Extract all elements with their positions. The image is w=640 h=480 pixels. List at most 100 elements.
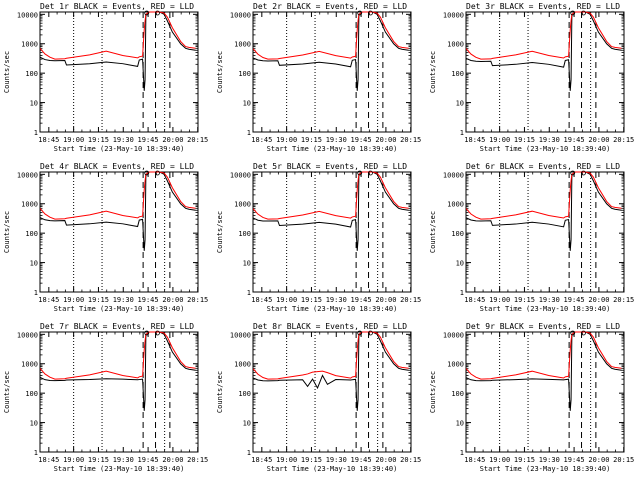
y-tick-label: 100 xyxy=(25,70,38,78)
x-tick-label: 19:15 xyxy=(301,296,322,304)
x-axis-label: Start Time (23-May-10 18:39:40) xyxy=(267,465,398,473)
x-tick-label: 20:15 xyxy=(613,136,634,144)
y-tick-label: 10 xyxy=(456,260,464,268)
x-tick-label: 20:15 xyxy=(187,136,208,144)
saturation-marker xyxy=(570,170,576,176)
y-tick-label: 10000 xyxy=(230,11,251,19)
detector-2r-chart: Det 2r BLACK = Events, RED = LLD 1 10 100 10… xyxy=(216,2,421,153)
x-tick-label: 19:00 xyxy=(276,296,297,304)
y-tick-label: 10 xyxy=(30,100,38,108)
y-tick-label: 1000 xyxy=(21,201,38,209)
plot-frame xyxy=(39,11,199,133)
series-events-line xyxy=(253,171,409,251)
series-events-line xyxy=(253,11,409,91)
y-tick-label: 100 xyxy=(25,230,38,238)
x-tick-label: 20:15 xyxy=(400,136,421,144)
detector-5r-chart: Det 5r BLACK = Events, RED = LLD 1 10 100 10… xyxy=(216,162,421,313)
plot-frame xyxy=(465,331,625,453)
x-tick-label: 19:30 xyxy=(113,136,134,144)
y-axis-label: Counts/sec xyxy=(3,51,11,93)
x-tick-label: 19:45 xyxy=(138,456,159,464)
x-tick-label: 19:30 xyxy=(539,456,560,464)
y-axis-label: Counts/sec xyxy=(216,371,224,413)
y-tick-label: 10000 xyxy=(230,331,251,339)
x-tick-label: 20:15 xyxy=(400,456,421,464)
x-tick-label: 19:45 xyxy=(138,136,159,144)
x-tick-label: 19:45 xyxy=(564,296,585,304)
detector-6r-chart: Det 6r BLACK = Events, RED = LLD 1 10 100 10… xyxy=(429,162,634,313)
y-tick-label: 1000 xyxy=(234,201,251,209)
x-tick-label: 19:00 xyxy=(276,456,297,464)
saturation-marker xyxy=(581,170,586,176)
x-tick-label: 18:45 xyxy=(38,296,59,304)
chart-title: Det 8r BLACK = Events, RED = LLD xyxy=(253,322,407,331)
chart-title: Det 4r BLACK = Events, RED = LLD xyxy=(40,162,194,171)
x-tick-label: 20:15 xyxy=(613,296,634,304)
series-events-line xyxy=(40,171,196,251)
x-tick-label: 19:45 xyxy=(564,136,585,144)
x-tick-label: 19:30 xyxy=(326,296,347,304)
chart-title: Det 1r BLACK = Events, RED = LLD xyxy=(40,2,194,11)
y-tick-label: 1 xyxy=(34,289,38,297)
saturation-marker xyxy=(368,170,373,176)
x-tick-label: 20:00 xyxy=(162,136,183,144)
saturation-marker xyxy=(144,330,150,336)
x-tick-label: 18:45 xyxy=(251,456,272,464)
y-tick-label: 1 xyxy=(460,449,464,457)
y-tick-label: 10000 xyxy=(17,171,38,179)
x-tick-label: 20:15 xyxy=(400,296,421,304)
x-tick-label: 19:45 xyxy=(564,456,585,464)
series-lld-line xyxy=(253,171,409,220)
series-events-line xyxy=(253,331,409,411)
series-events-line xyxy=(40,11,196,91)
y-tick-label: 1 xyxy=(247,449,251,457)
chart-title: Det 5r BLACK = Events, RED = LLD xyxy=(253,162,407,171)
y-tick-label: 10 xyxy=(30,420,38,428)
x-tick-label: 19:00 xyxy=(489,456,510,464)
y-axis-label: Counts/sec xyxy=(216,51,224,93)
plot-frame xyxy=(465,171,625,293)
series-lld-line xyxy=(466,331,622,380)
x-tick-label: 19:30 xyxy=(113,296,134,304)
detector-7r-chart: Det 7r BLACK = Events, RED = LLD 1 10 100 10… xyxy=(3,322,208,473)
y-tick-label: 1000 xyxy=(234,361,251,369)
plot-frame xyxy=(39,331,199,453)
chart-title: Det 2r BLACK = Events, RED = LLD xyxy=(253,2,407,11)
saturation-marker xyxy=(581,10,586,16)
x-tick-label: 20:15 xyxy=(187,296,208,304)
saturation-marker xyxy=(368,330,373,336)
y-tick-label: 10 xyxy=(30,260,38,268)
y-tick-label: 10000 xyxy=(443,11,464,19)
series-lld-line xyxy=(253,331,409,380)
x-tick-label: 19:15 xyxy=(301,456,322,464)
x-tick-label: 19:45 xyxy=(351,136,372,144)
y-tick-label: 1000 xyxy=(447,201,464,209)
y-tick-label: 10 xyxy=(456,100,464,108)
x-axis-label: Start Time (23-May-10 18:39:40) xyxy=(267,145,398,153)
x-tick-label: 19:00 xyxy=(489,136,510,144)
y-tick-label: 10 xyxy=(243,100,251,108)
series-events-line xyxy=(466,11,622,91)
detector-9r-chart: Det 9r BLACK = Events, RED = LLD 1 10 100 10… xyxy=(429,322,634,473)
plot-frame xyxy=(252,11,412,133)
y-tick-label: 1000 xyxy=(21,361,38,369)
x-tick-label: 20:15 xyxy=(187,456,208,464)
y-tick-label: 1000 xyxy=(447,361,464,369)
detector-3r-chart: Det 3r BLACK = Events, RED = LLD 1 10 100 10… xyxy=(429,2,634,153)
chart-title: Det 3r BLACK = Events, RED = LLD xyxy=(466,2,620,11)
saturation-marker xyxy=(581,330,586,336)
saturation-marker xyxy=(155,170,160,176)
y-tick-label: 100 xyxy=(451,70,464,78)
y-tick-label: 10000 xyxy=(17,331,38,339)
x-tick-label: 19:45 xyxy=(138,296,159,304)
saturation-marker xyxy=(144,170,150,176)
y-tick-label: 100 xyxy=(238,230,251,238)
saturation-marker xyxy=(357,330,363,336)
x-tick-label: 19:30 xyxy=(326,136,347,144)
x-tick-label: 18:45 xyxy=(464,136,485,144)
series-lld-line xyxy=(40,331,196,380)
x-tick-label: 19:15 xyxy=(88,456,109,464)
y-tick-label: 1 xyxy=(34,129,38,137)
x-tick-label: 19:15 xyxy=(514,296,535,304)
y-tick-label: 10000 xyxy=(443,331,464,339)
